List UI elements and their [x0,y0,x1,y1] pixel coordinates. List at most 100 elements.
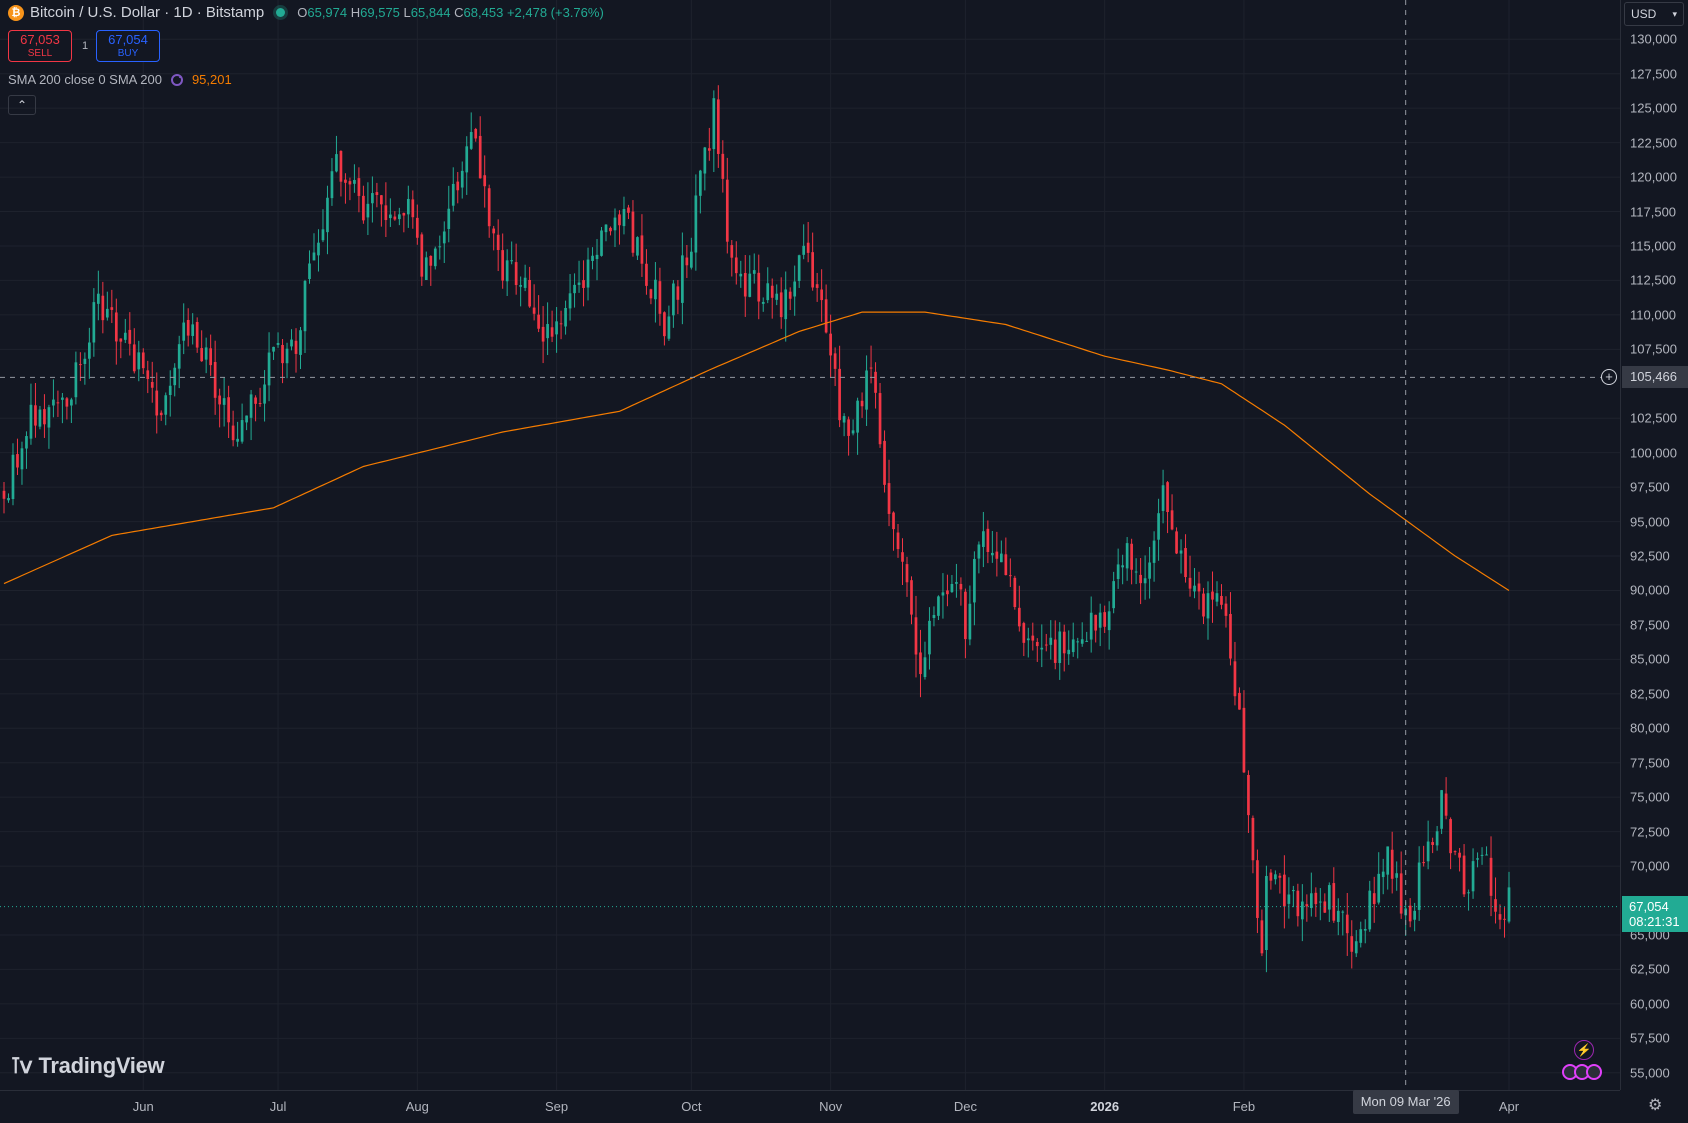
candle-body [465,146,469,173]
candle-body [146,370,150,379]
candle-body [1044,644,1048,646]
candle-body [1094,614,1098,631]
candle-body [811,252,815,288]
candle-body [986,528,990,552]
y-tick-label: 115,000 [1630,238,1677,254]
candle-body [1089,612,1093,640]
candle-body [281,344,284,364]
buy-button[interactable]: 67,054 BUY [96,30,160,62]
candle-body [1359,929,1363,943]
candle-body [159,412,163,416]
candle-body [123,332,127,340]
candle-body [1040,647,1044,650]
candle-body [29,404,33,439]
candle-body [1076,641,1080,643]
candle-body [815,284,819,288]
candle-body [1269,872,1273,881]
candle-body [577,282,581,285]
y-tick-label: 102,500 [1630,410,1677,426]
bar-countdown: 08:21:31 [1629,913,1680,929]
candle-body [1390,849,1394,879]
candle-body [946,590,949,595]
time-axis[interactable]: Jun Jul Aug Sep Oct Nov Dec 2026 Feb Apr [0,1090,1620,1123]
candle-body [896,532,900,550]
candle-body [1215,593,1219,602]
refresh-icon[interactable] [170,73,184,87]
sell-label: SELL [27,48,53,59]
candle-body [52,399,55,406]
candle-body [191,324,195,336]
lightning-icon[interactable]: ⚡ [1574,1040,1594,1060]
candle-body [38,409,42,427]
us-flag-icon[interactable] [1586,1064,1602,1080]
add-alert-icon[interactable]: + [1601,369,1617,386]
candle-body [299,330,302,355]
price-axis[interactable]: 130,000 127,500 125,000 122,500 120,000 117,5… [1620,0,1688,1090]
y-tick-label: 87,500 [1630,617,1670,633]
buy-label: BUY [117,48,139,59]
candle-body [1116,564,1120,580]
candle-body [326,197,329,233]
candle-body [227,397,230,423]
candle-body [568,293,572,309]
candle-body [784,289,788,320]
candle-body [1229,613,1232,659]
ohlc-values: O65,974 H69,575 L65,844 C68,453 +2,478 (… [297,5,604,20]
candle-body [375,192,379,196]
candle-body [1130,543,1133,570]
candle-body [1193,585,1196,592]
candle-body [1345,914,1349,934]
x-tick-label: Feb [1232,1099,1256,1114]
candle-body [272,346,275,352]
settings-icon[interactable]: ⚙ [1648,1097,1663,1114]
tradingview-logo[interactable]: ⊺ⅴ TradingView [10,1053,165,1079]
candle-body [1292,890,1295,892]
symbol-title[interactable]: Bitcoin / U.S. Dollar · 1D · Bitstamp [30,4,265,21]
collapse-legend-button[interactable]: ⌃ [8,95,36,115]
candle-body [204,347,208,360]
candle-body [433,248,437,267]
candle-body [1350,936,1354,952]
candle-body [856,400,859,433]
candle-body [838,368,841,421]
candle-body [371,193,374,204]
candle-body [1300,901,1304,920]
candle-body [550,327,554,337]
candle-body [910,580,913,615]
candle-body [618,214,621,226]
y-tick-label: 100,000 [1630,445,1677,461]
y-tick-label: 130,000 [1630,31,1677,47]
candle-body [1305,904,1309,907]
candle-body [752,270,756,274]
candle-body [119,338,123,342]
sell-button[interactable]: 67,053 SELL [8,30,72,62]
candle-body [1471,861,1475,892]
candle-body [1251,817,1255,861]
candle-body [137,352,141,370]
candle-body [766,283,770,301]
economic-events[interactable]: ⚡ [1560,1040,1612,1080]
candle-body [1107,611,1111,631]
candle-body [173,367,177,386]
candle-body [1026,638,1030,641]
indicator-label: SMA 200 close 0 SMA 200 [8,72,162,87]
currency-select[interactable]: USD ▾ [1624,2,1684,26]
candle-body [294,340,298,354]
indicator-legend[interactable]: SMA 200 close 0 SMA 200 95,201 [8,72,232,87]
candle-body [663,312,666,337]
candle-body [276,343,280,345]
candle-body [290,339,293,347]
candle-body [101,295,105,321]
y-tick-label: 80,000 [1630,720,1670,736]
candle-body [797,255,801,281]
candle-body [366,203,370,218]
candle-body [74,362,78,398]
candlestick-chart[interactable] [0,0,1620,1090]
y-tick-label: 70,000 [1630,858,1670,874]
candle-body [505,260,509,282]
candle-body [308,263,311,280]
candle-body [182,322,186,341]
candle-body [964,591,967,640]
chart-plot-area[interactable] [0,0,1620,1090]
candle-body [937,596,940,616]
